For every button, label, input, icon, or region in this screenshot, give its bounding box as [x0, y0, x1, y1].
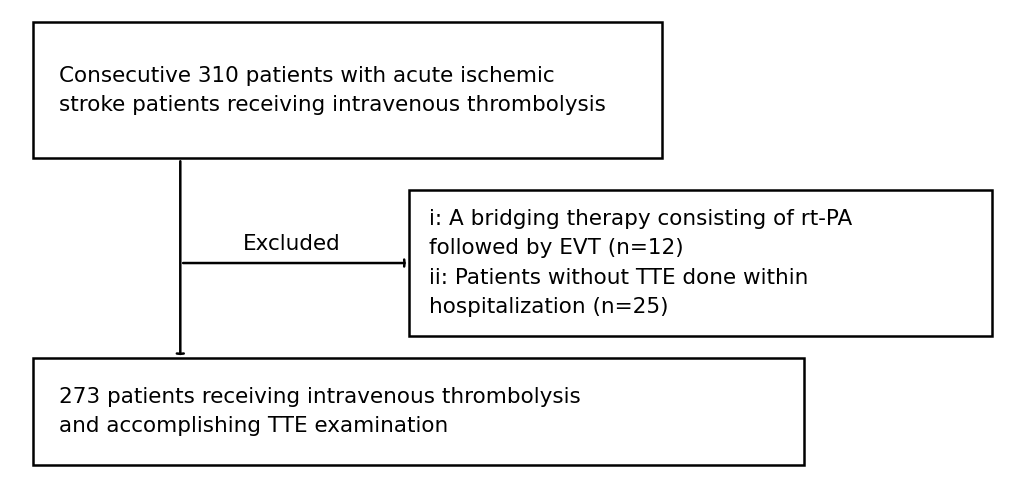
- Text: Excluded: Excluded: [243, 234, 340, 253]
- Text: i: A bridging therapy consisting of rt-PA
followed by EVT (n=12)
ii: Patients wi: i: A bridging therapy consisting of rt-P…: [428, 209, 851, 317]
- FancyBboxPatch shape: [409, 190, 990, 336]
- FancyBboxPatch shape: [34, 22, 661, 158]
- FancyBboxPatch shape: [34, 358, 803, 465]
- Text: Consecutive 310 patients with acute ischemic
stroke patients receiving intraveno: Consecutive 310 patients with acute isch…: [58, 65, 605, 115]
- Text: 273 patients receiving intravenous thrombolysis
and accomplishing TTE examinatio: 273 patients receiving intravenous throm…: [58, 387, 580, 436]
